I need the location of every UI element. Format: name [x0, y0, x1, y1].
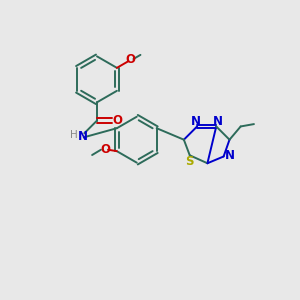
Text: H: H — [70, 130, 78, 140]
Text: O: O — [100, 143, 110, 156]
Text: N: N — [190, 115, 201, 128]
Text: N: N — [224, 149, 235, 162]
Text: N: N — [213, 115, 223, 128]
Text: S: S — [185, 155, 194, 168]
Text: O: O — [112, 114, 123, 127]
Text: N: N — [78, 130, 88, 143]
Text: O: O — [125, 53, 135, 66]
